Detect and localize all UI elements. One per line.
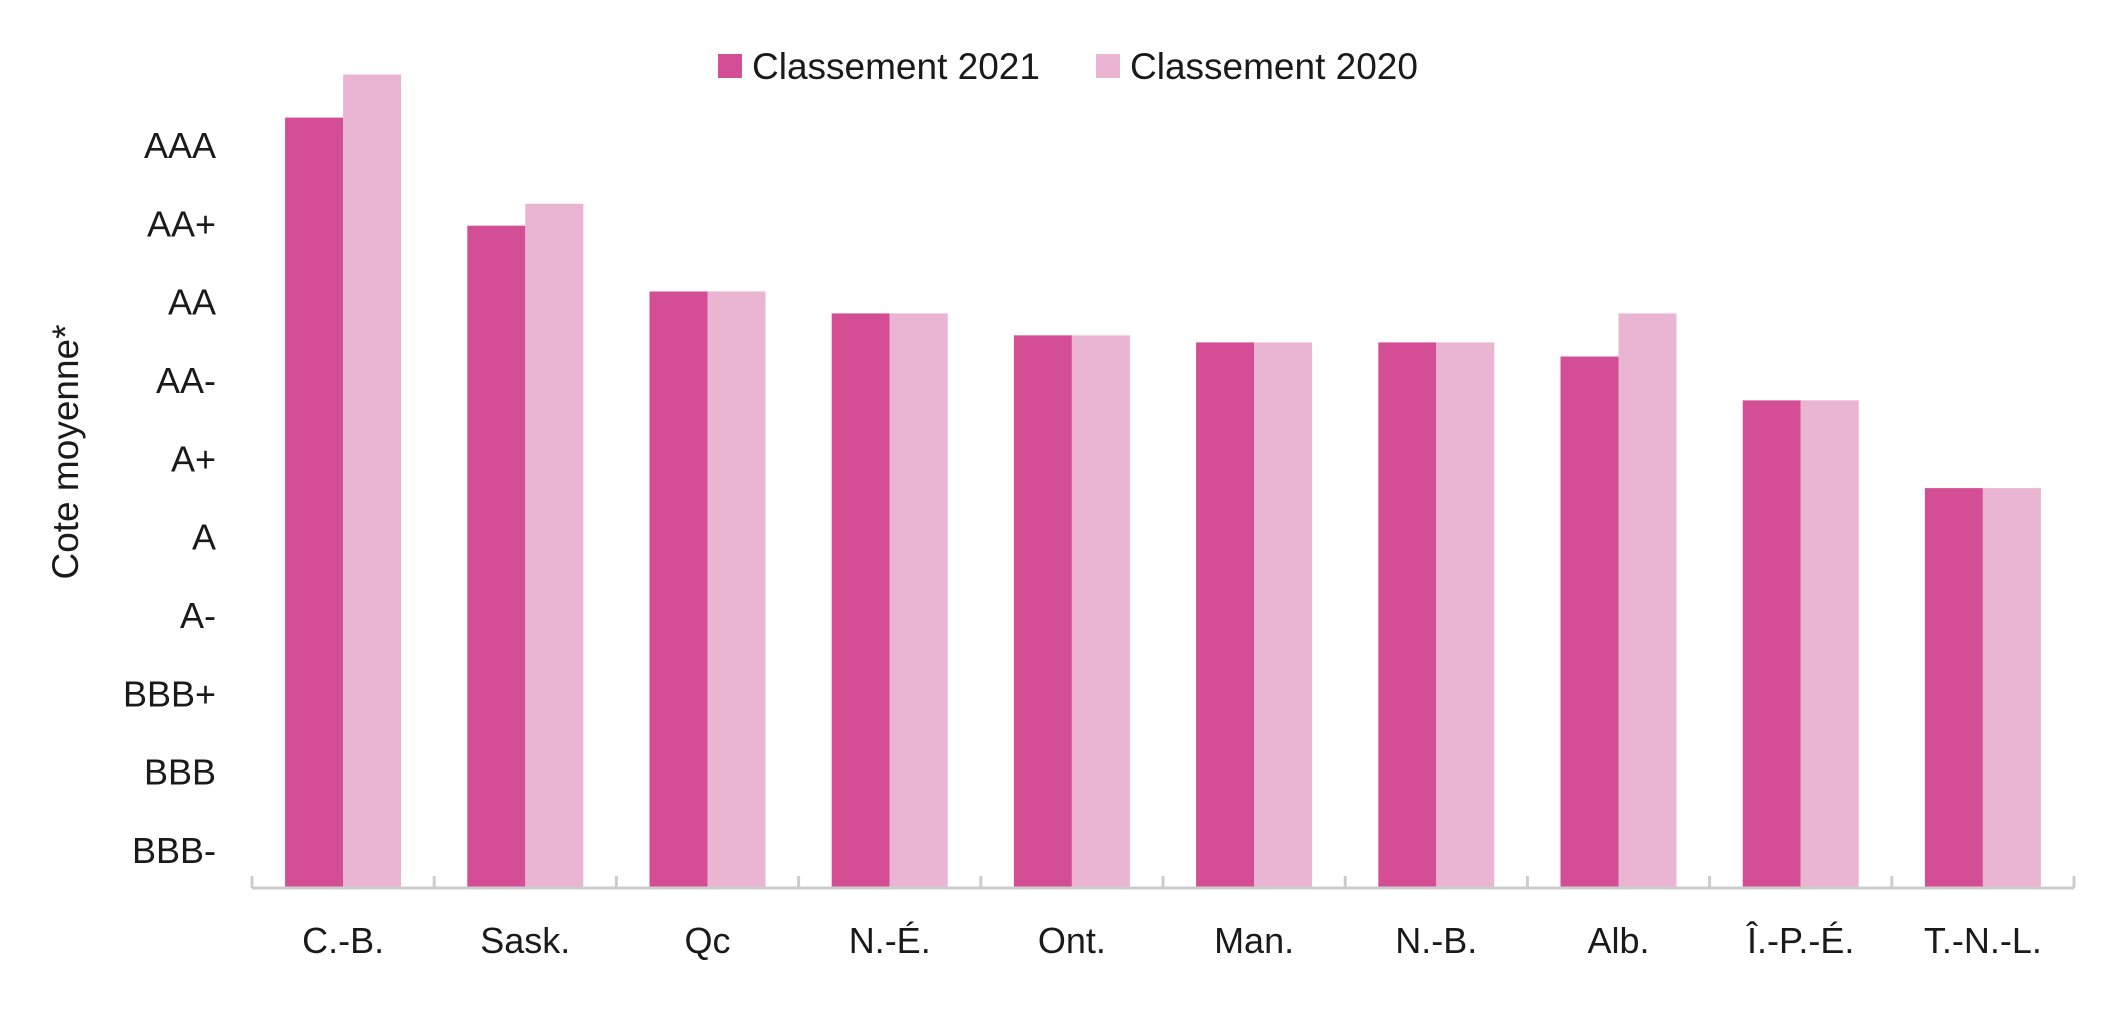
bar-2020: [343, 74, 402, 888]
bar-2021: [467, 225, 526, 888]
y-tick-label: A+: [171, 438, 216, 479]
y-tick-label: A-: [180, 595, 216, 636]
legend-label-2021: Classement 2021: [752, 46, 1040, 87]
bar-2021: [1013, 335, 1072, 889]
bar-2021: [649, 291, 708, 888]
legend: Classement 2021 Classement 2020: [718, 46, 1418, 87]
bar-2021: [1196, 342, 1255, 888]
y-tick-label: A: [192, 517, 216, 558]
x-axis-labels: C.-B. Sask. Qc N.-É. Ont. Man. N.-B. Alb. Î.-P.-…: [302, 920, 2042, 961]
bar-2020: [1436, 342, 1495, 888]
y-tick-label: AA+: [147, 203, 216, 244]
x-tick-label: N.-É.: [849, 920, 931, 961]
x-tick-label: T.-N.-L.: [1924, 920, 2042, 961]
x-tick-label: N.-B.: [1395, 920, 1477, 961]
bar-2021: [1924, 488, 1983, 888]
bar-2021: [285, 117, 344, 889]
bars: [285, 74, 2041, 889]
x-tick-label: Ont.: [1038, 920, 1106, 961]
bar-2020: [707, 291, 766, 888]
bar-2020: [1618, 313, 1677, 889]
x-tick-label: Man.: [1214, 920, 1294, 961]
x-tick-label: Qc: [684, 920, 730, 961]
y-tick-label: AA: [168, 282, 216, 323]
bar-2020: [1071, 335, 1130, 889]
y-tick-label: AAA: [144, 125, 216, 166]
bar-2021: [1560, 356, 1619, 888]
bar-2021: [1378, 342, 1437, 888]
y-axis-title: Cote moyenne*: [45, 324, 86, 579]
x-axis: [250, 876, 2076, 890]
bar-2021: [1742, 400, 1801, 888]
bar-2021: [831, 313, 890, 889]
x-tick-label: Alb.: [1587, 920, 1649, 961]
y-tick-label: AA-: [156, 360, 216, 401]
legend-swatch-2021: [718, 54, 742, 78]
legend-swatch-2020: [1096, 54, 1120, 78]
bar-2020: [1982, 488, 2041, 888]
bar-2020: [525, 203, 584, 888]
x-tick-label: Sask.: [480, 920, 570, 961]
bar-2020: [1254, 342, 1313, 888]
y-tick-label: BBB-: [132, 830, 216, 871]
x-tick-label: Î.-P.-É.: [1746, 920, 1854, 961]
bar-2020: [1800, 400, 1859, 888]
y-tick-label: BBB: [144, 752, 216, 793]
legend-label-2020: Classement 2020: [1130, 46, 1418, 87]
y-tick-label: BBB+: [123, 673, 216, 714]
bar-2020: [889, 313, 948, 889]
x-tick-label: C.-B.: [302, 920, 384, 961]
